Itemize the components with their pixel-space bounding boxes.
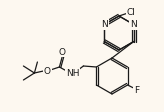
Text: N: N bbox=[130, 20, 137, 29]
Text: N: N bbox=[101, 20, 108, 29]
Text: Cl: Cl bbox=[127, 8, 135, 16]
Text: O: O bbox=[59, 47, 66, 56]
Text: F: F bbox=[134, 85, 139, 95]
Text: NH: NH bbox=[66, 69, 79, 78]
Text: O: O bbox=[44, 67, 51, 75]
